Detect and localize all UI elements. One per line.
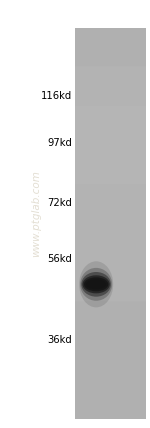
Ellipse shape <box>84 277 108 291</box>
Ellipse shape <box>80 268 112 301</box>
Ellipse shape <box>79 262 113 307</box>
Text: www.ptglab.com: www.ptglab.com <box>31 171 41 257</box>
Ellipse shape <box>82 275 110 293</box>
Text: 97kd: 97kd <box>47 138 72 149</box>
Text: 116kd: 116kd <box>41 91 72 101</box>
Text: 56kd: 56kd <box>47 254 72 264</box>
Ellipse shape <box>86 279 106 289</box>
Text: 36kd: 36kd <box>47 335 72 345</box>
Ellipse shape <box>81 272 111 297</box>
Text: 72kd: 72kd <box>47 198 72 208</box>
